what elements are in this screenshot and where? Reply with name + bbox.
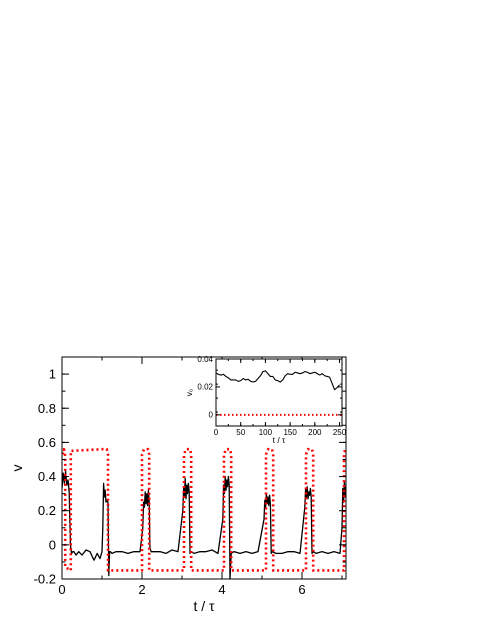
inset-chart: 0 50 100 150 200 250 0 0.02 0.04 t / τ v₀: [184, 355, 347, 445]
main-x-axis-label: t / τ: [193, 598, 215, 614]
main-frame: [61, 356, 347, 580]
inset-x-tick-label: 100: [259, 428, 273, 437]
main-chart: 0 2 4 6-0.200.20.40.60.81t / τv: [9, 356, 347, 614]
main-y-tick-label: 0.6: [38, 435, 56, 450]
inset-x-tick-label: 200: [308, 428, 322, 437]
inset-series-black-solid: [216, 370, 340, 391]
inset-x-tick-label: 250: [333, 428, 347, 437]
main-y-tick-label: 0: [49, 537, 56, 552]
main-series-black-solid: [62, 470, 346, 579]
inset-background: [216, 359, 342, 426]
main-y-tick-label: 0.4: [38, 469, 56, 484]
main-x-tick-label: 4: [218, 582, 225, 597]
main-y-tick-label: 0.2: [38, 503, 56, 518]
inset-x-tick-label: 50: [236, 428, 245, 437]
inset-y-tick-label: 0.04: [197, 355, 213, 364]
main-y-tick-label: -0.2: [34, 572, 56, 587]
inset-x-tick-label: 0: [214, 428, 219, 437]
main-x-tick-label: 0: [58, 582, 65, 597]
inset-frame: [215, 358, 343, 427]
main-y-tick-label: 1: [49, 367, 56, 382]
inset-y-axis-label: v₀: [184, 388, 194, 396]
main-y-tick-label: 0.8: [38, 401, 56, 416]
inset-x-axis-label: t / τ: [273, 435, 286, 445]
main-x-tick-label: 2: [138, 582, 145, 597]
main-y-axis-label: v: [9, 465, 25, 472]
inset-y-tick-label: 0: [209, 411, 214, 420]
inset-x-tick-label: 150: [283, 428, 297, 437]
main-x-tick-label: 6: [298, 582, 305, 597]
inset-y-tick-label: 0.02: [197, 383, 213, 392]
